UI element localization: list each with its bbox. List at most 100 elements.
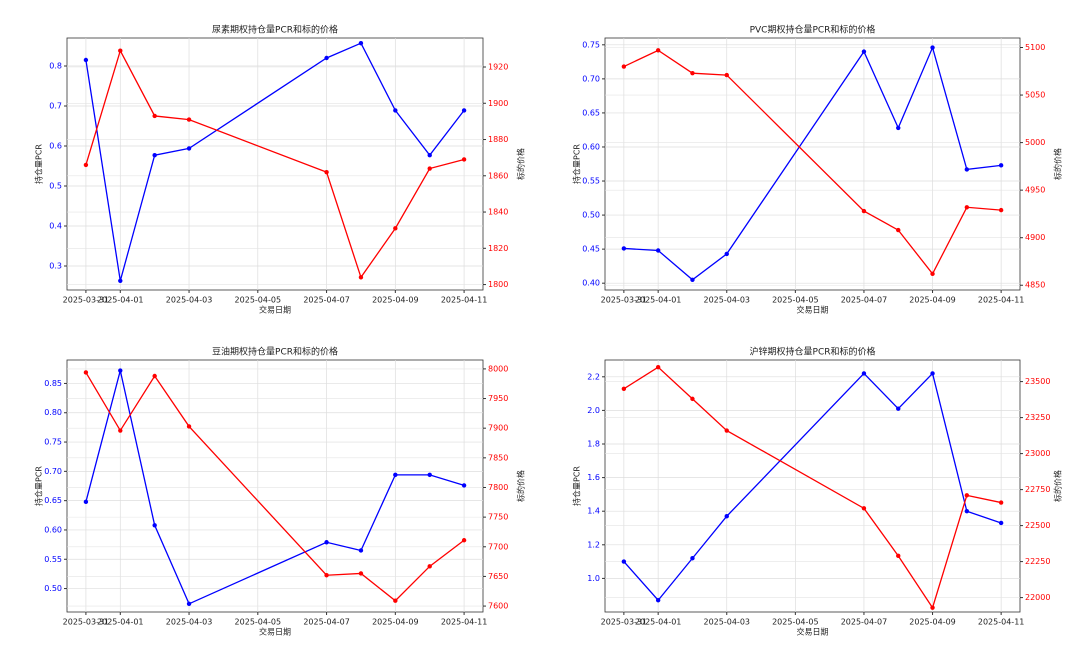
point [152, 373, 157, 379]
point [964, 509, 970, 514]
y-tick-label: 0.50 [582, 211, 600, 220]
chart-title: PVC期权持仓量PCR和标的价格 [750, 24, 876, 36]
point [152, 523, 157, 528]
y-tick-label: 1.2 [587, 540, 600, 549]
point [998, 163, 1004, 168]
point [964, 167, 970, 172]
point [896, 227, 901, 233]
plot-area [604, 37, 1021, 291]
y-tick-label: 0.7 [49, 102, 62, 111]
y2-tick-label: 22500 [1025, 521, 1050, 530]
y2-tick-label: 23000 [1025, 449, 1050, 458]
y-tick-label: 0.65 [582, 108, 600, 117]
point [690, 396, 695, 402]
x-tick-label: 2025-04-03 [704, 296, 751, 305]
x-tick-label: 2025-04-05 [235, 296, 282, 305]
y2-tick-label: 23250 [1025, 413, 1050, 422]
y2-axis-label: 标的价格 [516, 148, 526, 180]
point [964, 493, 970, 498]
x-tick-label: 2025-04-11 [441, 296, 488, 305]
y2-tick-label: 4900 [1025, 233, 1045, 242]
y2-tick-label: 7850 [488, 453, 508, 462]
y2-tick-label: 5000 [1025, 138, 1045, 147]
y-tick-label: 0.45 [582, 245, 600, 254]
y-tick-label: 2.2 [587, 372, 600, 381]
x-tick-label: 2025-04-03 [166, 618, 213, 627]
y2-tick-label: 1840 [488, 208, 508, 217]
y-tick-label: 0.6 [49, 142, 62, 151]
point [896, 125, 901, 131]
point [358, 548, 364, 553]
y2-tick-label: 22750 [1025, 485, 1050, 494]
x-tick-label: 2025-04-09 [909, 296, 956, 305]
y2-tick-label: 4850 [1025, 281, 1045, 290]
point [324, 573, 329, 578]
point [83, 370, 89, 375]
x-tick-label: 2025-04-01 [635, 296, 682, 305]
y2-tick-label: 5050 [1025, 91, 1045, 100]
point [427, 472, 432, 478]
y2-axis-label: 标的价格 [1053, 148, 1063, 180]
y-tick-label: 0.60 [582, 142, 600, 151]
y2-tick-label: 22000 [1025, 593, 1050, 602]
point [690, 70, 695, 76]
y2-tick-label: 5100 [1025, 43, 1045, 52]
x-tick-label: 2025-03-31 [63, 618, 110, 627]
point [724, 251, 729, 257]
point [930, 605, 935, 610]
plot-area [604, 359, 1021, 613]
x-tick-label: 2025-04-11 [978, 296, 1025, 305]
y2-tick-label: 7750 [488, 513, 508, 522]
point [427, 564, 432, 569]
point [118, 368, 123, 373]
x-axis-label: 交易日期 [259, 627, 291, 637]
y-tick-label: 0.4 [49, 222, 62, 231]
x-tick-label: 2025-04-11 [978, 618, 1025, 627]
point [930, 371, 935, 376]
point [427, 153, 432, 158]
point [655, 248, 661, 253]
point [393, 598, 398, 603]
y-tick-label: 0.65 [44, 496, 62, 505]
point [358, 275, 364, 280]
point [621, 386, 627, 391]
point [655, 598, 661, 603]
point [998, 207, 1004, 213]
point [186, 117, 192, 122]
point [690, 556, 695, 561]
point [358, 41, 364, 46]
y-axis-label: 持仓量PCR [34, 466, 44, 506]
y2-tick-label: 7600 [488, 602, 508, 611]
x-axis-label: 交易日期 [259, 305, 291, 315]
y2-tick-label: 1860 [488, 171, 508, 180]
y-tick-label: 0.75 [582, 40, 600, 49]
y2-tick-label: 8000 [488, 364, 508, 373]
x-tick-label: 2025-04-07 [303, 296, 350, 305]
point [186, 146, 192, 151]
y-tick-label: 0.70 [582, 74, 600, 83]
y2-tick-label: 1920 [488, 63, 508, 72]
point [358, 571, 364, 576]
point [83, 162, 89, 168]
x-tick-label: 2025-04-03 [166, 296, 213, 305]
x-tick-label: 2025-04-01 [635, 618, 682, 627]
x-tick-label: 2025-03-31 [601, 618, 648, 627]
y2-tick-label: 7650 [488, 572, 508, 581]
y2-tick-label: 7800 [488, 483, 508, 492]
y2-tick-label: 7900 [488, 424, 508, 433]
point [393, 226, 398, 231]
point [324, 169, 329, 175]
y-tick-label: 1.8 [587, 440, 600, 449]
point [964, 205, 970, 210]
point [393, 472, 398, 478]
point [655, 365, 661, 370]
y-tick-label: 0.50 [44, 584, 62, 593]
y2-tick-label: 1820 [488, 244, 508, 253]
point [861, 506, 867, 511]
point [930, 271, 935, 277]
point [896, 553, 901, 559]
point [186, 601, 192, 606]
chart-title: 尿素期权持仓量PCR和标的价格 [212, 24, 338, 36]
point [118, 278, 123, 283]
point [861, 49, 867, 54]
